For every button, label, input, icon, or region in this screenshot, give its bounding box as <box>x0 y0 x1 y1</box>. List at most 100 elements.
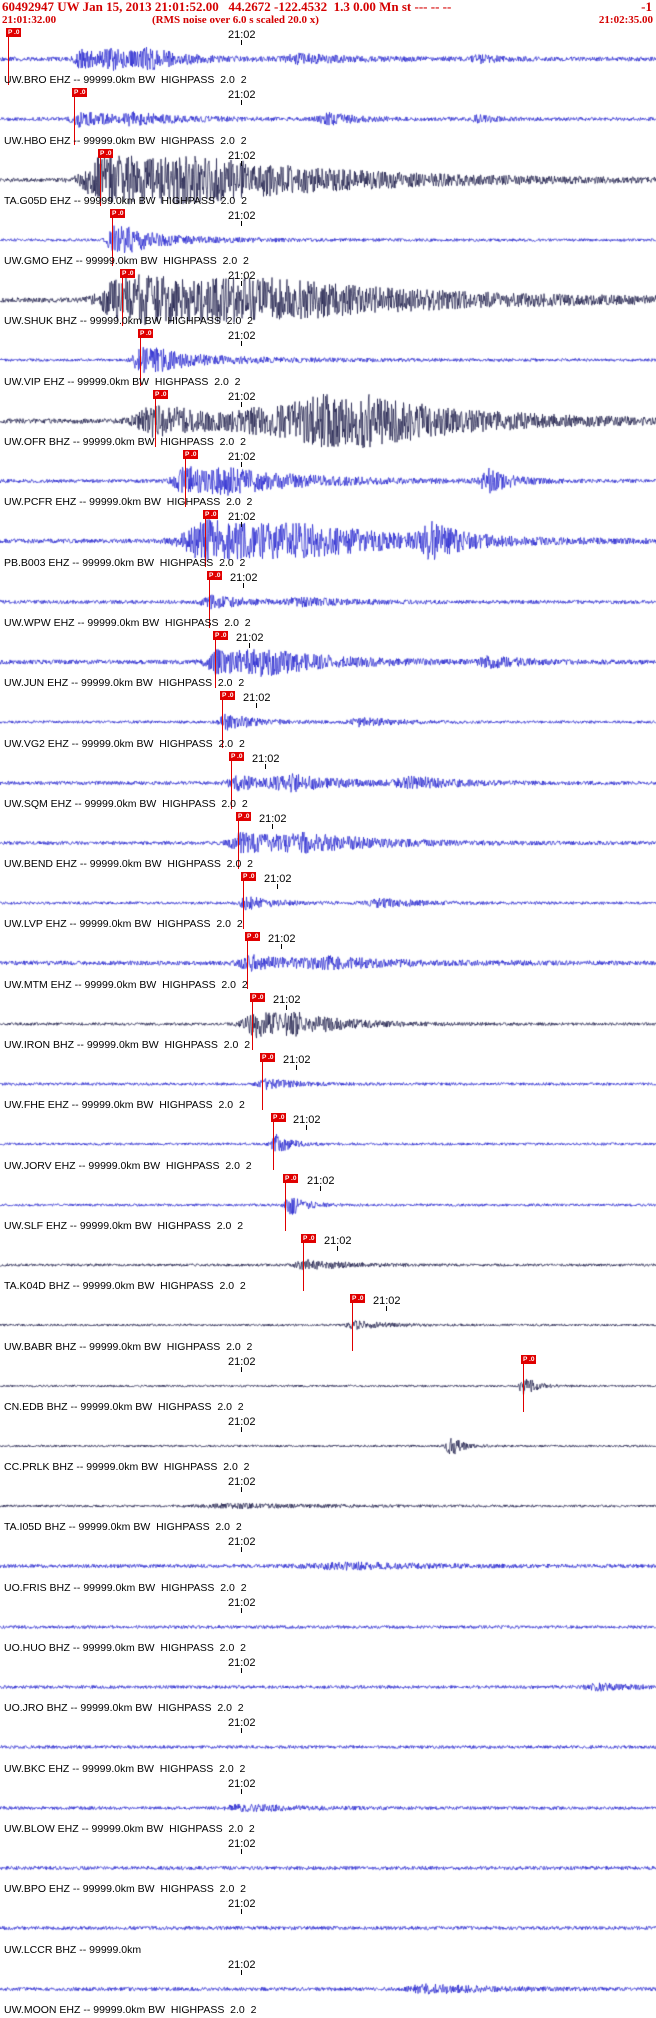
waveform-canvas[interactable] <box>0 1776 656 1837</box>
waveform-canvas[interactable] <box>0 751 656 812</box>
station-label: UW.BABR BHZ -- 99999.0km BW HIGHPASS 2.0… <box>4 1340 253 1353</box>
waveform-canvas[interactable] <box>0 1656 656 1717</box>
minute-tick-icon <box>241 160 242 166</box>
waveform-canvas[interactable] <box>0 630 656 691</box>
phase-pick-flag[interactable]: P .0 <box>245 932 261 942</box>
station-label: UW.MOON EHZ -- 99999.0km BW HIGHPASS 2.0… <box>4 2003 257 2016</box>
station-label: TA.I05D BHZ -- 99999.0km BW HIGHPASS 2.0… <box>4 1521 242 1534</box>
waveform-canvas[interactable] <box>0 570 656 631</box>
phase-pick-flag[interactable]: P .0 <box>110 208 126 218</box>
station-label: UW.SQM EHZ -- 99999.0km BW HIGHPASS 2.0 … <box>4 797 248 810</box>
minute-tick-icon <box>241 100 242 106</box>
waveform-canvas[interactable] <box>0 1053 656 1114</box>
waveform-canvas[interactable] <box>0 450 656 511</box>
waveform-canvas[interactable] <box>0 1173 656 1234</box>
trace-row: 21:02 P .0 TA.G05D EHZ -- 99999.0km BW H… <box>0 148 656 209</box>
waveform-canvas[interactable] <box>0 1897 656 1958</box>
trace-row: 21:02 UW.LCCR BHZ -- 99999.0km <box>0 1897 656 1958</box>
phase-pick-flag[interactable]: P .0 <box>153 389 169 399</box>
station-label: UW.VG2 EHZ -- 99999.0km BW HIGHPASS 2.0 … <box>4 737 245 750</box>
phase-pick-flag[interactable]: P .0 <box>229 751 245 761</box>
phase-pick-flag[interactable]: P .0 <box>260 1053 276 1063</box>
phase-pick-flag[interactable]: P .0 <box>271 1113 287 1123</box>
minute-tick-icon <box>241 522 242 528</box>
minute-tick-label: 21:02 <box>228 330 256 343</box>
station-label: UW.JORV EHZ -- 99999.0km BW HIGHPASS 2.0… <box>4 1159 252 1172</box>
minute-tick-icon <box>265 763 266 769</box>
waveform-canvas[interactable] <box>0 1294 656 1355</box>
waveform-canvas[interactable] <box>0 28 656 88</box>
phase-pick-flag[interactable]: P .0 <box>207 570 223 580</box>
station-label: UW.HBO EHZ -- 99999.0km BW HIGHPASS 2.0 … <box>4 134 247 147</box>
waveform-canvas[interactable] <box>0 329 656 390</box>
station-label: UW.LCCR BHZ -- 99999.0km <box>4 1943 142 1956</box>
station-label: UW.LVP EHZ -- 99999.0km BW HIGHPASS 2.0 … <box>4 918 243 931</box>
phase-pick-flag[interactable]: P .0 <box>203 510 219 520</box>
trace-row: 21:02 P .0 UW.BEND EHZ -- 99999.0km BW H… <box>0 811 656 872</box>
minute-tick-label: 21:02 <box>228 1837 256 1850</box>
waveform-canvas[interactable] <box>0 1475 656 1536</box>
phase-pick-line <box>523 1363 524 1412</box>
phase-pick-flag[interactable]: P .0 <box>236 811 252 821</box>
waveform-canvas[interactable] <box>0 389 656 450</box>
minute-tick-icon <box>243 582 244 588</box>
phase-pick-line <box>247 941 248 990</box>
waveform-canvas[interactable] <box>0 1957 656 2018</box>
waveform-canvas[interactable] <box>0 1716 656 1777</box>
phase-pick-line <box>243 881 244 930</box>
window-start-time: 21:01:32.00 <box>2 14 57 26</box>
minute-tick-icon <box>241 341 242 347</box>
waveform-canvas[interactable] <box>0 1233 656 1294</box>
phase-pick-flag[interactable]: P .0 <box>220 691 236 701</box>
waveform-canvas[interactable] <box>0 1414 656 1475</box>
phase-pick-line <box>352 1303 353 1352</box>
waveform-canvas[interactable] <box>0 691 656 752</box>
trace-row: 21:02 P .0 UW.JUN EHZ -- 99999.0km BW HI… <box>0 630 656 691</box>
waveform-canvas[interactable] <box>0 992 656 1053</box>
phase-pick-flag[interactable]: P .0 <box>6 28 22 37</box>
waveform-canvas[interactable] <box>0 1354 656 1415</box>
phase-pick-flag[interactable]: P .0 <box>250 992 266 1002</box>
phase-pick-flag[interactable]: P .0 <box>301 1233 317 1243</box>
waveform-canvas[interactable] <box>0 1535 656 1596</box>
waveform-canvas[interactable] <box>0 88 656 149</box>
minute-tick-label: 21:02 <box>273 993 301 1006</box>
waveform-canvas[interactable] <box>0 872 656 933</box>
minute-tick-icon <box>241 401 242 407</box>
waveform-canvas[interactable] <box>0 148 656 209</box>
waveform-canvas[interactable] <box>0 208 656 269</box>
phase-pick-flag[interactable]: P .0 <box>72 88 88 98</box>
station-label: CN.EDB BHZ -- 99999.0km BW HIGHPASS 2.0 … <box>4 1400 244 1413</box>
station-label: TA.K04D BHZ -- 99999.0km BW HIGHPASS 2.0… <box>4 1280 246 1293</box>
window-end-time: 21:02:35.00 <box>598 14 653 26</box>
minute-tick-label: 21:02 <box>236 631 264 644</box>
phase-pick-flag[interactable]: P .0 <box>138 329 154 339</box>
phase-pick-line <box>273 1122 274 1171</box>
phase-pick-flag[interactable]: P .0 <box>183 450 199 460</box>
waveform-canvas[interactable] <box>0 932 656 993</box>
waveform-canvas[interactable] <box>0 811 656 872</box>
minute-tick-icon <box>256 703 257 709</box>
phase-pick-flag[interactable]: P .0 <box>213 630 229 640</box>
phase-pick-flag[interactable]: P .0 <box>120 269 136 279</box>
station-label: UW.GMO EHZ -- 99999.0km BW HIGHPASS 2.0 … <box>4 255 249 268</box>
trace-row: 21:02 UW.BPO EHZ -- 99999.0km BW HIGHPAS… <box>0 1836 656 1897</box>
waveform-canvas[interactable] <box>0 510 656 571</box>
phase-pick-flag[interactable]: P .0 <box>521 1354 537 1364</box>
phase-pick-flag[interactable]: P .0 <box>241 872 257 882</box>
waveform-canvas[interactable] <box>0 1836 656 1897</box>
station-label: UO.JRO BHZ -- 99999.0km BW HIGHPASS 2.0 … <box>4 1702 244 1715</box>
waveform-canvas[interactable] <box>0 1113 656 1174</box>
phase-pick-flag[interactable]: P .0 <box>283 1173 299 1183</box>
trace-row: 21:02 P .0 UW.BRO EHZ -- 99999.0km BW HI… <box>0 28 656 88</box>
trace-row: 21:02 UO.FRIS BHZ -- 99999.0km BW HIGHPA… <box>0 1535 656 1596</box>
phase-pick-flag[interactable]: P .0 <box>98 148 114 158</box>
waveform-canvas[interactable] <box>0 1595 656 1656</box>
trace-row: 21:02 UO.HUO BHZ -- 99999.0km BW HIGHPAS… <box>0 1595 656 1656</box>
trace-rows: 21:02 P .0 UW.BRO EHZ -- 99999.0km BW HI… <box>0 28 656 2018</box>
phase-pick-flag[interactable]: P .0 <box>350 1294 366 1304</box>
phase-pick-line <box>122 278 123 327</box>
phase-pick-line <box>112 217 113 266</box>
waveform-canvas[interactable] <box>0 269 656 330</box>
minute-tick-label: 21:02 <box>228 1958 256 1971</box>
